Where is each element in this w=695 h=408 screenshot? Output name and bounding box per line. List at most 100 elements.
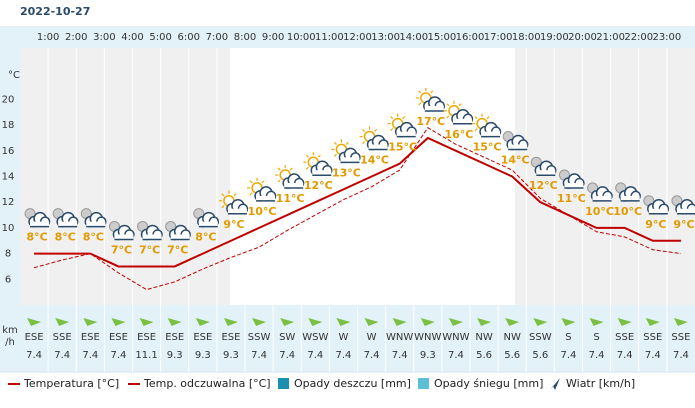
wind-speed: 7.4: [392, 350, 408, 361]
weather-icon: [52, 208, 79, 228]
wind-arrow: [589, 318, 604, 326]
wind-speed: 11.1: [135, 350, 157, 361]
hour-label: 11:00: [315, 32, 344, 43]
temperature-label: 8°C: [83, 231, 104, 244]
night-band: [515, 48, 695, 305]
wind-direction: SSE: [615, 332, 634, 343]
wind-direction: S: [593, 332, 599, 343]
hour-label: 19:00: [540, 32, 569, 43]
hour-label: 9:00: [262, 32, 284, 43]
temperature-line: [34, 136, 681, 268]
weather-icon: [415, 87, 446, 112]
cloud-part: [142, 234, 162, 240]
weather-icon: [530, 156, 557, 176]
sun-ray: [390, 116, 394, 120]
temperature-label: 8°C: [195, 231, 216, 244]
legend-swatch: [278, 378, 289, 389]
hour-label: 20:00: [568, 32, 597, 43]
wind-direction: ESE: [193, 332, 212, 343]
wind-speed: 7.4: [448, 350, 464, 361]
temperature-label: 12°C: [529, 179, 558, 192]
weather-icon: [472, 113, 502, 138]
cloud-part: [676, 208, 695, 214]
wind-speed: 7.4: [82, 350, 98, 361]
wind-arrow: [195, 318, 210, 326]
wind-direction: ESE: [137, 332, 156, 343]
temperature-label: 7°C: [111, 243, 132, 256]
temperature-label: 10°C: [248, 205, 277, 218]
weather-icon: [671, 195, 695, 215]
hour-header: [20, 26, 695, 48]
temperature-label: 14°C: [360, 154, 389, 167]
cloud-part: [508, 144, 528, 150]
y-tick-label: 12: [2, 197, 15, 208]
hour-label: 15:00: [427, 32, 456, 43]
weather-icon: [303, 152, 333, 176]
cloud-part: [58, 221, 78, 227]
wind-direction: WNW: [414, 332, 441, 343]
wind-speed: 7.4: [251, 350, 267, 361]
wind-arrow: [167, 318, 182, 326]
wind-arrow: [308, 318, 323, 326]
sun-ray: [474, 128, 478, 132]
sun-ray: [446, 115, 450, 119]
temperature-label: 9°C: [223, 218, 244, 231]
wind-speed: 7.4: [364, 350, 380, 361]
sun-ray: [458, 103, 462, 107]
legend-label: Temperatura [°C]: [23, 377, 119, 390]
sun-ray: [333, 153, 337, 157]
sun-ray: [249, 192, 253, 196]
weather-icon: [108, 220, 135, 241]
weather-icon: [643, 195, 670, 215]
cloud-part: [368, 144, 388, 150]
wind-arrow: [448, 318, 463, 326]
hour-label: 21:00: [596, 32, 625, 43]
wind-unit: km: [2, 325, 18, 336]
hour-label: 5:00: [149, 32, 171, 43]
temperature-label: 10°C: [613, 205, 642, 218]
wind-speed: 7.4: [26, 350, 42, 361]
cloud-part: [227, 208, 247, 214]
hour-label: 14:00: [399, 32, 428, 43]
sun-ray: [418, 102, 422, 106]
y-tick-label: 14: [2, 172, 15, 183]
hour-label: 6:00: [178, 32, 200, 43]
temperature-label: 7°C: [139, 243, 160, 256]
y-tick-label: 8: [5, 249, 11, 260]
wind-speed: 5.6: [532, 350, 548, 361]
cloud-part: [536, 170, 556, 176]
wind-arrow: [645, 318, 660, 326]
wind-speed: 7.4: [54, 350, 70, 361]
wind-arrow: [505, 318, 520, 326]
cloud-part: [648, 208, 668, 214]
sun-ray: [261, 180, 265, 184]
sun-ray: [233, 193, 237, 197]
hour-label: 13:00: [371, 32, 400, 43]
wind-direction: ESE: [81, 332, 100, 343]
wind-arrow: [55, 318, 70, 326]
weather-icon: [359, 126, 389, 151]
cloud-part: [340, 157, 360, 163]
temperature-label: 11°C: [557, 192, 586, 205]
wind-speed: 9.3: [420, 350, 436, 361]
hour-label: 10:00: [287, 32, 316, 43]
temperature-label: 11°C: [276, 192, 305, 205]
sun-ray: [374, 129, 378, 132]
weather-icon: [218, 190, 249, 215]
wind-direction: S: [565, 332, 571, 343]
wind-direction: WNW: [386, 332, 413, 343]
wind-arrow: [364, 318, 379, 326]
temperature-label: 13°C: [332, 166, 361, 179]
temperature-label: 15°C: [388, 141, 417, 154]
wind-arrow: [139, 318, 154, 326]
chart-title: 2022-10-27: [20, 5, 90, 18]
weather-icon: [165, 220, 191, 241]
hour-label: 4:00: [121, 32, 143, 43]
wind-arrow: [336, 318, 351, 326]
wind-speed: 9.3: [167, 350, 183, 361]
weather-icon: [443, 100, 474, 125]
weather-icon: [275, 165, 305, 189]
weather-icon: [587, 182, 613, 202]
legend-label: Opady deszczu [mm]: [294, 377, 411, 390]
